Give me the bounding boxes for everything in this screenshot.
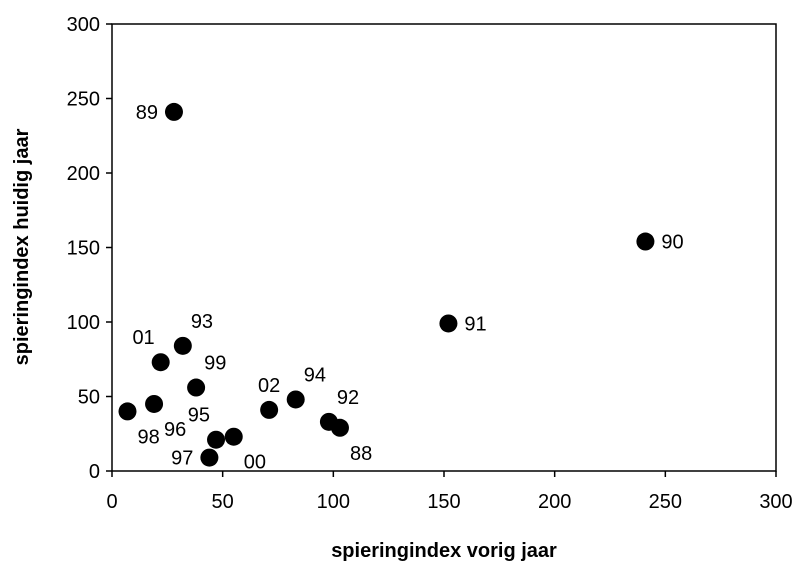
y-tick-label: 0 [89, 461, 100, 483]
x-tick-label: 50 [212, 491, 234, 513]
x-axis-title: spieringindex vorig jaar [331, 540, 557, 562]
point-label-95: 95 [188, 405, 210, 427]
data-point-91 [439, 314, 458, 333]
y-axis: 0 50 100 150 200 250 300 [67, 14, 112, 483]
point-label-99: 99 [204, 353, 226, 375]
x-tick-label: 0 [106, 491, 117, 513]
point-label-00: 00 [244, 452, 266, 474]
point-label-94: 94 [304, 364, 326, 386]
data-point-00 [224, 427, 243, 446]
y-tick-label: 250 [67, 89, 100, 111]
data-point-92 [319, 412, 338, 431]
point-label-98: 98 [137, 426, 159, 448]
data-point-94 [286, 390, 305, 409]
x-tick-label: 150 [427, 491, 460, 513]
y-tick-label: 300 [67, 14, 100, 36]
point-label-92: 92 [337, 387, 359, 409]
y-axis-title: spieringindex huidig jaar [11, 128, 33, 365]
point-label-01: 01 [132, 327, 154, 349]
point-label-89: 89 [136, 102, 158, 124]
point-label-91: 91 [464, 313, 486, 335]
y-tick-label: 100 [67, 312, 100, 334]
y-tick-label: 200 [67, 163, 100, 185]
data-point-01 [151, 353, 170, 372]
point-label-02: 02 [258, 375, 280, 397]
data-point-98 [118, 402, 137, 421]
x-tick-label: 300 [759, 491, 792, 513]
data-point-96 [145, 394, 164, 413]
y-tick-label: 50 [78, 387, 100, 409]
x-tick-label: 200 [538, 491, 571, 513]
data-point-02 [260, 400, 279, 419]
y-tick-label: 150 [67, 238, 100, 260]
x-tick-label: 250 [649, 491, 682, 513]
data-point-99 [187, 378, 206, 397]
point-label-93: 93 [191, 311, 213, 333]
data-point-93 [173, 336, 192, 355]
data-point-97 [200, 448, 219, 467]
data-point-90 [636, 232, 655, 251]
x-axis: 0 50 100 150 200 250 300 [106, 471, 793, 513]
data-point-95 [207, 430, 226, 449]
point-label-97: 97 [171, 448, 193, 470]
data-point-89 [164, 102, 183, 121]
x-tick-label: 100 [317, 491, 350, 513]
point-label-96: 96 [164, 419, 186, 441]
point-label-88: 88 [350, 443, 372, 465]
point-label-90: 90 [661, 232, 683, 254]
plot-area [111, 23, 777, 472]
